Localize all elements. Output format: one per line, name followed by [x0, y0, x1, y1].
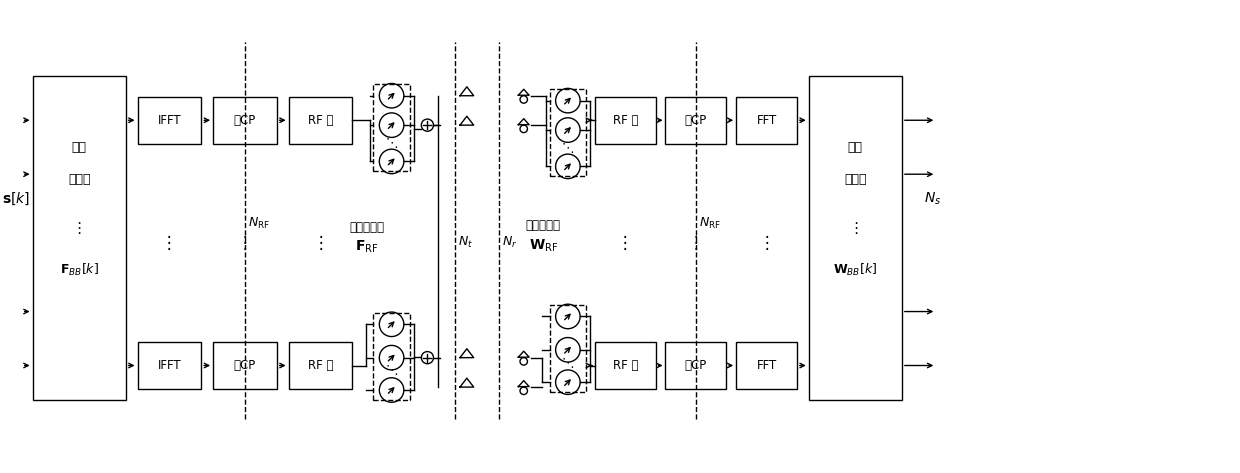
Text: ⋮: ⋮: [72, 221, 87, 236]
Text: 加CP: 加CP: [234, 359, 255, 372]
Text: RF 链: RF 链: [613, 114, 639, 127]
Text: RF 链: RF 链: [613, 359, 639, 372]
Bar: [138, 342, 201, 389]
Text: ⋱: ⋱: [386, 364, 398, 377]
Text: $N_{\rm RF}$: $N_{\rm RF}$: [699, 216, 720, 231]
Bar: [666, 96, 727, 144]
Text: $\mathbf{W}_{\rm RF}$: $\mathbf{W}_{\rm RF}$: [528, 237, 558, 254]
Text: RF 链: RF 链: [308, 114, 334, 127]
Text: $\mathbf{F}_{BB}[k]$: $\mathbf{F}_{BB}[k]$: [60, 263, 99, 279]
Text: FFT: FFT: [756, 114, 776, 127]
Text: ⋮: ⋮: [618, 234, 634, 252]
Text: $N_{\rm RF}$: $N_{\rm RF}$: [248, 216, 270, 231]
Text: $N_s$: $N_s$: [925, 191, 941, 207]
Bar: [737, 96, 797, 144]
Bar: [549, 89, 587, 176]
Text: $\mathbf{s}[k]$: $\mathbf{s}[k]$: [1, 191, 30, 207]
Bar: [737, 342, 797, 389]
Bar: [213, 96, 277, 144]
Text: $N_t$: $N_t$: [458, 236, 472, 250]
Bar: [213, 342, 277, 389]
Text: 编码器: 编码器: [68, 173, 91, 186]
Text: 数字: 数字: [848, 141, 863, 154]
Bar: [373, 84, 409, 171]
Text: ⋮: ⋮: [161, 234, 177, 252]
Text: IFFT: IFFT: [157, 114, 181, 127]
Bar: [373, 313, 409, 400]
Bar: [549, 305, 587, 392]
Text: 加CP: 加CP: [234, 114, 255, 127]
Text: ⋮: ⋮: [688, 234, 704, 252]
Text: 数字: 数字: [72, 141, 87, 154]
Text: 组合器: 组合器: [844, 173, 867, 186]
Text: ⋮: ⋮: [312, 234, 329, 252]
Bar: [138, 96, 201, 144]
Text: 模拟编码器: 模拟编码器: [350, 221, 384, 234]
Text: 去CP: 去CP: [684, 114, 707, 127]
Text: FFT: FFT: [756, 359, 776, 372]
Text: $N_r$: $N_r$: [502, 236, 517, 250]
Bar: [808, 76, 901, 400]
Text: ⋮: ⋮: [237, 234, 253, 252]
Text: ⋱: ⋱: [562, 357, 574, 369]
Text: 模拟组合器: 模拟组合器: [526, 219, 560, 232]
Bar: [289, 342, 352, 389]
Bar: [666, 342, 727, 389]
Text: RF 链: RF 链: [308, 359, 334, 372]
Text: ⋱: ⋱: [562, 142, 574, 155]
Text: ⋮: ⋮: [758, 234, 775, 252]
Text: $\mathbf{W}_{BB}[k]$: $\mathbf{W}_{BB}[k]$: [833, 263, 878, 279]
Text: IFFT: IFFT: [157, 359, 181, 372]
Text: $\mathbf{F}_{\rm RF}$: $\mathbf{F}_{\rm RF}$: [356, 238, 378, 255]
Bar: [595, 96, 656, 144]
Text: 去CP: 去CP: [684, 359, 707, 372]
Text: ⋮: ⋮: [848, 221, 863, 236]
Bar: [595, 342, 656, 389]
Bar: [289, 96, 352, 144]
Bar: [32, 76, 125, 400]
Text: ⋱: ⋱: [386, 137, 398, 150]
